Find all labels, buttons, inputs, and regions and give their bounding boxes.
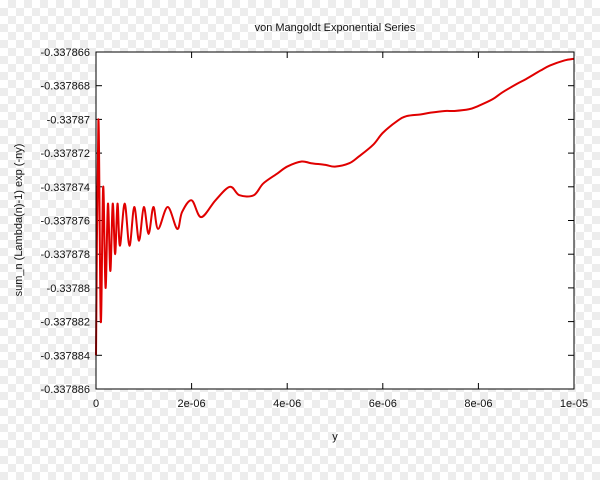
x-tick-label: 8e-06 [464, 398, 492, 410]
x-tick-label: 1e-05 [560, 398, 588, 410]
y-tick-label: -0.337878 [40, 249, 90, 261]
y-tick-label: -0.337876 [40, 216, 90, 228]
plot-frame [95, 51, 575, 390]
y-tick-label: -0.337874 [40, 182, 90, 194]
series-line [95, 57, 575, 356]
y-tick-label: -0.337868 [40, 81, 90, 93]
y-tick-label: -0.337872 [40, 148, 90, 160]
chart-title: von Mangoldt Exponential Series [255, 22, 416, 34]
y-tick-label: -0.337882 [40, 317, 90, 329]
y-tick-label: -0.337886 [40, 384, 90, 396]
plot-area-background [96, 52, 574, 389]
y-tick-label: -0.33787 [47, 114, 90, 126]
x-tick-label: 2e-06 [178, 398, 206, 410]
y-tick-label: -0.337884 [40, 350, 90, 362]
tick-label-layer: -0.337866 -0.337868 -0.33787 -0.337872 -0.33… [40, 47, 588, 410]
x-tick-label: 4e-06 [273, 398, 301, 410]
y-tick-label: -0.33788 [47, 283, 90, 295]
x-axis-label: y [332, 431, 338, 443]
y-axis-label: sum_n (Lambda(n)-1) exp (-ny) [13, 144, 25, 297]
y-tick-label: -0.337866 [40, 47, 90, 59]
x-tick-label: 6e-06 [369, 398, 397, 410]
series-layer [95, 57, 575, 356]
x-tick-label: 0 [93, 398, 99, 410]
